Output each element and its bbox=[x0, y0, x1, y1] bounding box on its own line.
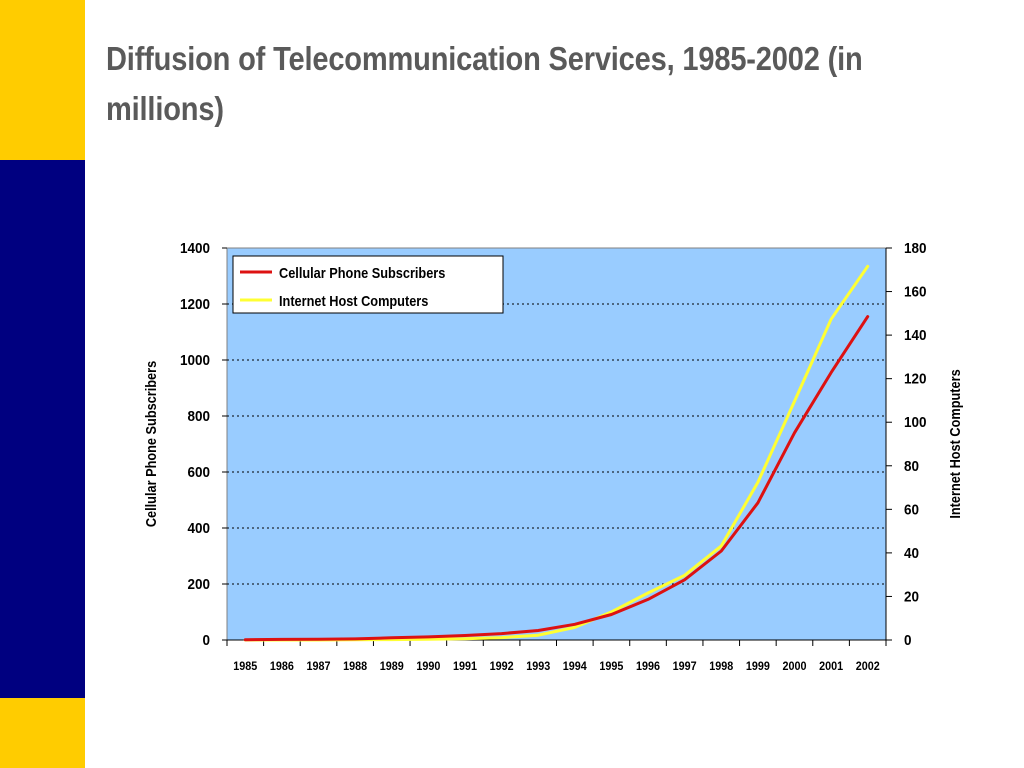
x-axis-tick-label: 1991 bbox=[453, 661, 478, 674]
left-axis-tick-label: 1400 bbox=[180, 240, 210, 257]
left-axis-tick-label: 1000 bbox=[180, 352, 210, 369]
x-axis-tick-label: 2002 bbox=[856, 661, 880, 674]
right-axis-tick-label: 80 bbox=[904, 458, 919, 475]
right-axis-tick-label: 120 bbox=[904, 371, 927, 388]
x-axis-tick-label: 1999 bbox=[746, 661, 770, 674]
x-axis-tick-label: 2001 bbox=[819, 661, 844, 674]
left-axis-title: Cellular Phone Subscribers bbox=[142, 361, 159, 528]
x-axis-tick-label: 1987 bbox=[307, 661, 331, 674]
left-axis-tick-label: 0 bbox=[202, 632, 210, 649]
right-axis-tick-label: 100 bbox=[904, 415, 927, 432]
x-axis-tick-label: 1988 bbox=[343, 661, 367, 674]
x-axis-tick-label: 1990 bbox=[416, 661, 440, 674]
x-axis-tick-label: 1993 bbox=[526, 661, 550, 674]
right-axis-title: Internet Host Computers bbox=[946, 369, 963, 519]
accent-bar-yellow-bottom bbox=[0, 698, 85, 768]
x-axis-tick-label: 1995 bbox=[599, 661, 624, 674]
accent-bar-yellow-top bbox=[0, 0, 85, 160]
legend-label-cellular: Cellular Phone Subscribers bbox=[279, 264, 446, 281]
x-axis: 1985 1986 1987 1988 1989 1990 1991 1992 1993 1994… bbox=[226, 639, 887, 674]
x-axis-tick-label: 1998 bbox=[709, 661, 733, 674]
left-axis-tick-label: 200 bbox=[188, 576, 211, 593]
legend: Cellular Phone Subscribers Internet Host… bbox=[232, 255, 504, 314]
right-axis-tick-label: 180 bbox=[904, 240, 927, 257]
right-axis-tick-label: 140 bbox=[904, 327, 927, 344]
left-axis-tick-label: 1200 bbox=[180, 296, 210, 313]
x-axis-tick-label: 1996 bbox=[636, 661, 660, 674]
right-axis-tick-label: 40 bbox=[904, 545, 919, 562]
right-y-axis: 0 20 40 60 80 100 120 140 160 180 bbox=[885, 240, 927, 649]
series-layer bbox=[243, 264, 870, 642]
left-axis-tick-label: 400 bbox=[188, 520, 211, 537]
left-y-axis: 0 200 400 600 800 1000 1200 1400 bbox=[180, 240, 227, 649]
x-axis-tick-label: 1986 bbox=[270, 661, 294, 674]
left-axis-tick-label: 600 bbox=[188, 464, 211, 481]
x-axis-tick-label: 1997 bbox=[673, 661, 697, 674]
left-axis-tick-label: 800 bbox=[188, 408, 211, 425]
accent-bar-navy bbox=[0, 160, 85, 698]
slide-title: Diffusion of Telecommunication Services,… bbox=[106, 40, 863, 127]
right-axis-tick-label: 160 bbox=[904, 284, 927, 301]
right-axis-tick-label: 20 bbox=[904, 589, 919, 606]
right-axis-tick-label: 60 bbox=[904, 502, 919, 519]
right-axis-tick-label: 0 bbox=[904, 632, 912, 649]
x-axis-tick-label: 1994 bbox=[563, 661, 588, 674]
x-axis-tick-label: 1989 bbox=[380, 661, 404, 674]
series-line-cellular bbox=[243, 315, 870, 642]
legend-box bbox=[232, 255, 504, 314]
x-axis-tick-label: 1985 bbox=[233, 661, 258, 674]
x-axis-tick-label: 1992 bbox=[490, 661, 514, 674]
x-axis-tick-label: 2000 bbox=[782, 661, 806, 674]
legend-label-internet: Internet Host Computers bbox=[279, 292, 429, 309]
